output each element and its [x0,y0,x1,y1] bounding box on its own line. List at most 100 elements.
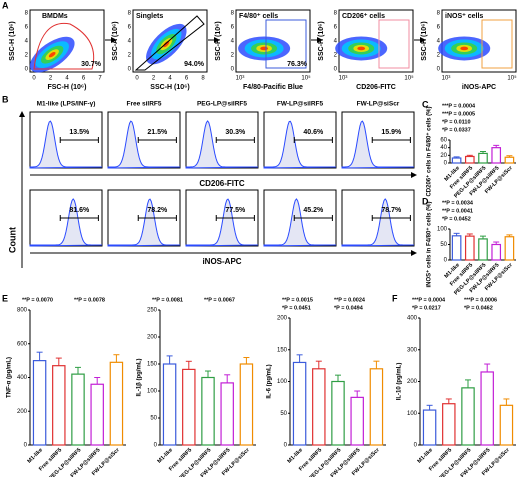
y-axis-label: IL-1β (pg/mL) [137,359,143,397]
x-tick-label: 10⁵ [404,75,414,82]
y-axis-label: IL-6 (pg/mL) [267,364,273,398]
significance: **P = 0.0034 [442,200,474,206]
y-tick-label: 6 [334,25,338,31]
y-tick-label: 200 [277,316,288,322]
group-title: Free silRF5 [126,101,161,108]
x-tick-label: 10³ [236,76,245,82]
y-tick-label: 6 [128,25,132,31]
significance: *P = 0.0217 [412,305,441,311]
bar [292,361,307,446]
significance: **P = 0.0081 [152,297,183,303]
bar [350,396,364,446]
histogram [341,198,415,247]
bar [491,243,502,261]
x-tick-label: M1-like [157,447,174,464]
plot-title: Singlets [136,13,163,20]
y-tick-label: 0 [444,258,448,264]
x-axis-label: iNOS-APC [462,84,496,91]
significance: *P = 0.0337 [442,127,471,133]
y-tick-label: 20 [440,153,447,159]
panel-label: A [2,0,9,10]
y-axis-label: iNOS⁺ cells in F4/80⁺ cells (%) [426,201,433,287]
bar [461,387,475,446]
gate-value: 30.3% [225,129,246,136]
bar [312,368,326,446]
x-axis-label: SSC-H (10⁶) [150,84,189,91]
y-tick-label: 2 [128,53,132,59]
bar [32,360,47,446]
panel-label: E [2,293,8,303]
density [48,51,56,58]
y-tick-label: 0 [334,67,338,73]
bar [422,409,437,446]
x-tick-label: 0 [32,76,36,82]
y-tick-label: 0 [154,443,158,449]
plot-title: F4/80⁺ cells [239,13,278,20]
y-tick-label: 6 [25,25,29,31]
y-tick-label: 600 [17,341,28,347]
histogram [29,198,103,247]
density [163,41,170,48]
bar [331,380,345,446]
y-tick-label: 6 [231,25,235,31]
histogram [107,120,181,169]
plot-title: CD206⁺ cells [342,13,385,20]
group-title: FW-LP@silRF5 [277,101,324,108]
gate-value: 30.7% [81,61,102,68]
bar [478,152,488,164]
density [460,46,469,51]
y-tick-label: 0 [284,443,288,449]
density [357,46,366,51]
y-tick-label: 40 [440,145,447,151]
y-tick-label: 300 [407,347,418,353]
y-tick-label: 0 [414,443,418,449]
y-tick-label: 0 [231,67,235,73]
y-tick-label: 800 [17,308,28,314]
bar [451,235,462,261]
significance: ***P = 0.0006 [464,297,497,303]
y-tick-label: 4 [334,39,338,45]
y-tick-label: 8 [437,11,441,17]
bar [464,235,475,261]
y-tick-label: 200 [147,335,158,341]
y-tick-label: 4 [25,39,29,45]
x-tick-label: 4 [65,76,69,82]
x-tick-label: 4 [168,76,172,82]
x-tick-label: 10⁵ [507,75,517,82]
y-tick-label: 0 [128,67,132,73]
axis-label: iNOS-APC [202,257,241,266]
x-tick-label: 0 [135,76,139,82]
bar [162,363,177,446]
x-tick-label: 8 [201,76,205,82]
group-title: PEG-LP@silRF5 [197,101,247,108]
bar [464,155,475,164]
y-axis-label: SSC-H (10⁶) [421,21,428,60]
bar [504,236,515,261]
y-tick-label: 4 [128,39,132,45]
bar [71,373,85,446]
gate-value: 94.0% [184,61,205,68]
bar [442,403,456,446]
y-tick-label: 150 [147,362,158,368]
bar [451,157,462,164]
bar [504,156,515,164]
gate-value: 76.3% [287,61,308,68]
y-tick-label: 0 [25,67,29,73]
y-axis-label: Count [7,227,17,253]
y-tick-label: 8 [128,11,132,17]
y-tick-label: 50 [280,411,287,417]
histogram [29,120,103,169]
significance: **P = 0.0067 [204,297,235,303]
y-axis-label: SSC-H (10⁶) [9,21,16,60]
significance: ***P = 0.0005 [442,111,475,117]
x-axis-label: F4/80-Pacific Blue [243,84,303,91]
panel-label: B [2,94,9,104]
bar [220,382,234,446]
panel-label: D [422,196,429,206]
x-tick-label: 6 [185,76,189,82]
bar [90,383,104,446]
x-tick-label: 2 [152,76,156,82]
plot-title: iNOS⁺ cells [445,13,483,20]
y-axis-label: SSC-H (10⁶) [318,21,325,60]
x-tick-label: 10³ [339,76,348,82]
